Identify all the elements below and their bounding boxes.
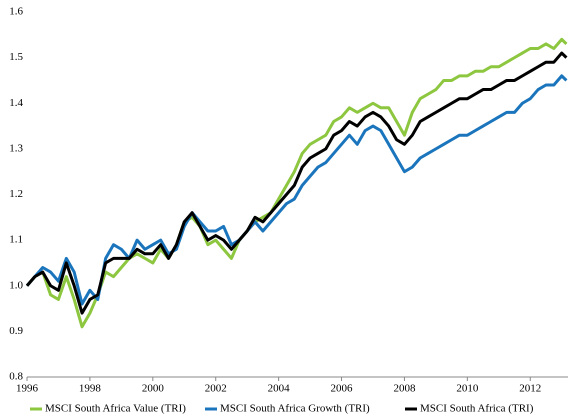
y-tick-label: 1.1 xyxy=(9,234,23,246)
x-tick-label: 2010 xyxy=(456,383,479,395)
y-tick-label: 1.4 xyxy=(9,97,23,109)
x-tick-label: 2006 xyxy=(331,383,354,395)
x-tick-label: 2012 xyxy=(519,383,541,395)
y-tick-label: 0.8 xyxy=(9,371,23,383)
y-tick-label: 1.3 xyxy=(9,142,23,154)
series-line xyxy=(25,74,568,306)
y-tick-label: 1.0 xyxy=(9,279,23,291)
x-tick-label: 2000 xyxy=(142,383,165,395)
y-tick-label: 1.6 xyxy=(9,6,23,18)
series-line xyxy=(25,37,568,329)
y-tick-label: 1.2 xyxy=(9,188,23,200)
x-tick-label: 2008 xyxy=(393,383,416,395)
y-tick-label: 1.5 xyxy=(9,51,23,63)
legend-label: MSCI South Africa Value (TRI) xyxy=(45,403,186,415)
series-line xyxy=(25,51,568,315)
x-tick-label: 2002 xyxy=(205,383,227,395)
y-tick-label: 0.9 xyxy=(9,325,23,337)
x-tick-label: 2004 xyxy=(268,383,291,395)
x-tick-label: 1998 xyxy=(79,383,102,395)
legend-label: MSCI South Africa (TRI) xyxy=(420,403,534,415)
x-tick-label: 1996 xyxy=(16,383,39,395)
legend-label: MSCI South Africa Growth (TRI) xyxy=(220,403,370,415)
